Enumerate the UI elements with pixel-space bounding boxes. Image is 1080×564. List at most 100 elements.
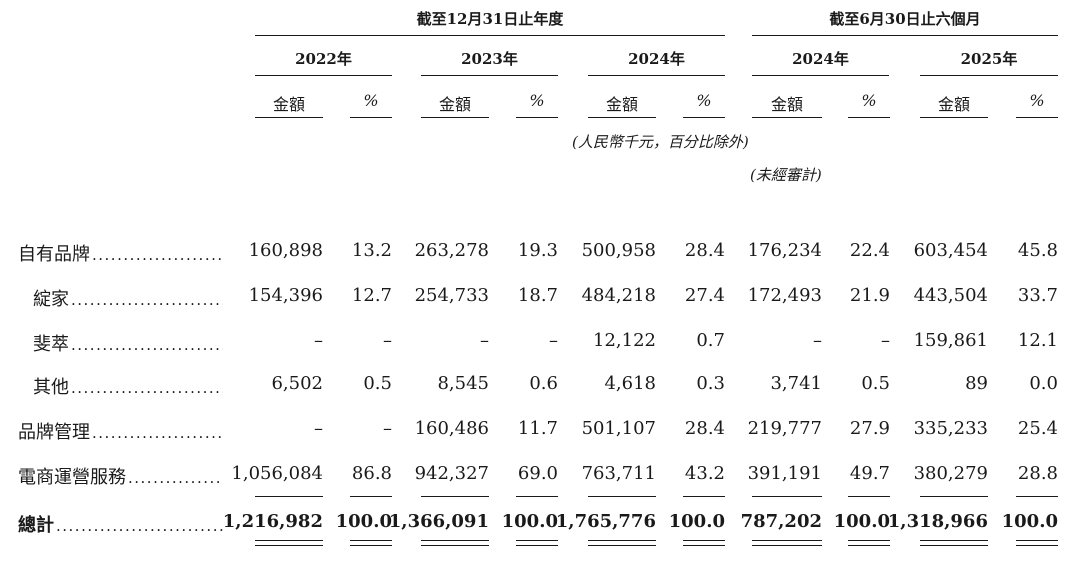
percent-cell: 12.1 — [1017, 330, 1058, 351]
percent-cell: 12.7 — [351, 285, 392, 306]
row-label-text: 自有品牌 — [18, 244, 90, 265]
percent-cell: 69.0 — [517, 463, 558, 484]
percent-cell: – — [383, 330, 392, 351]
group-rule-six-months — [752, 35, 1058, 36]
total-rule — [421, 540, 489, 541]
row-label-text: 其他 — [33, 377, 69, 398]
amount-cell: 391,191 — [747, 463, 822, 484]
row-label-text: 綻家 — [33, 289, 69, 310]
total-rule — [683, 540, 725, 541]
amount-cell: – — [480, 330, 489, 351]
unit-note: (人民幣千元，百分比除外) — [572, 133, 749, 151]
percent-cell: 27.9 — [849, 418, 890, 439]
amount-cell: 160,486 — [414, 418, 489, 439]
percent-cell: 11.7 — [517, 418, 558, 439]
row-label: 總計......................................… — [18, 511, 223, 537]
col-rule — [1016, 117, 1058, 118]
total-rule — [350, 540, 392, 541]
row-label: 品牌管理....................................… — [18, 418, 223, 444]
amount-cell: 172,493 — [747, 285, 822, 306]
col-rule — [683, 117, 725, 118]
col-header-amount: 金額 — [770, 95, 803, 114]
percent-cell: 0.5 — [363, 373, 392, 394]
amount-cell: 160,898 — [248, 240, 323, 261]
percent-cell: 45.8 — [1017, 240, 1058, 261]
amount-cell: 1,056,084 — [231, 463, 323, 484]
year-header-2025-h1: 2025年 — [960, 50, 1018, 68]
leader-dots: ........................................… — [92, 424, 223, 442]
percent-cell: 21.9 — [849, 285, 890, 306]
col-header-pct: % — [1029, 91, 1045, 110]
percent-cell: 43.2 — [684, 463, 725, 484]
row-label: 自有品牌....................................… — [18, 240, 223, 266]
percent-cell: 28.4 — [684, 418, 725, 439]
col-rule — [752, 117, 822, 118]
year-rule-2024-h1 — [752, 75, 889, 76]
amount-cell: 254,733 — [414, 285, 489, 306]
row-label-text: 電商運營服務 — [18, 467, 126, 488]
leader-dots: ........................................… — [128, 469, 223, 487]
amount-cell: – — [314, 330, 323, 351]
year-rule-2023 — [421, 75, 558, 76]
amount-cell: 500,958 — [581, 240, 656, 261]
amount-cell: 89 — [965, 373, 988, 394]
total-rule — [588, 496, 656, 497]
col-header-pct: % — [696, 91, 712, 110]
percent-cell: 33.7 — [1017, 285, 1058, 306]
row-label: 其他......................................… — [33, 373, 223, 399]
leader-dots: ........................................… — [56, 517, 223, 535]
percent-cell: 49.7 — [849, 463, 890, 484]
amount-cell: 176,234 — [747, 240, 822, 261]
amount-cell: 763,711 — [581, 463, 656, 484]
year-header-2024-h1: 2024年 — [792, 50, 849, 68]
group-rule-fiscal-year — [255, 35, 725, 36]
total-rule — [920, 545, 988, 546]
total-rule — [255, 540, 323, 541]
col-rule — [848, 117, 890, 118]
total-rule — [1016, 540, 1058, 541]
percent-cell: 27.4 — [684, 285, 725, 306]
leader-dots: ........................................… — [71, 336, 223, 354]
row-label: 綻家......................................… — [33, 285, 223, 311]
col-header-amount: 金額 — [937, 95, 970, 114]
total-rule — [588, 545, 656, 546]
year-header-2023: 2023年 — [461, 50, 518, 68]
total-rule — [516, 496, 558, 497]
percent-cell: 28.8 — [1017, 463, 1058, 484]
percent-cell: 0.0 — [1029, 373, 1058, 394]
total-rule — [752, 545, 822, 546]
percent-cell: 100.0 — [668, 511, 725, 532]
amount-cell: – — [314, 418, 323, 439]
total-rule — [255, 496, 323, 497]
amount-cell: 1,366,091 — [388, 511, 489, 532]
amount-cell: 4,618 — [604, 373, 656, 394]
leader-dots: ........................................… — [71, 291, 223, 309]
col-header-pct: % — [529, 91, 545, 110]
total-rule — [920, 496, 988, 497]
amount-cell: 942,327 — [414, 463, 489, 484]
total-rule — [421, 545, 489, 546]
leader-dots: ........................................… — [92, 246, 223, 264]
amount-cell: 380,279 — [913, 463, 988, 484]
col-header-amount: 金額 — [438, 95, 471, 114]
amount-cell: 6,502 — [271, 373, 323, 394]
amount-cell: 335,233 — [913, 418, 988, 439]
row-label-text: 品牌管理 — [18, 422, 90, 443]
amount-cell: 3,741 — [770, 373, 822, 394]
percent-cell: 100.0 — [501, 511, 558, 532]
percent-cell: 28.4 — [684, 240, 725, 261]
total-rule — [920, 540, 988, 541]
percent-cell: 100.0 — [833, 511, 890, 532]
col-header-pct: % — [363, 91, 379, 110]
percent-cell: 100.0 — [1001, 511, 1058, 532]
total-rule — [683, 545, 725, 546]
percent-cell: 100.0 — [335, 511, 392, 532]
col-rule — [516, 117, 558, 118]
col-rule — [588, 117, 656, 118]
percent-cell: 86.8 — [351, 463, 392, 484]
year-rule-2025-h1 — [920, 75, 1058, 76]
total-rule — [421, 496, 489, 497]
amount-cell: 1,765,776 — [555, 511, 656, 532]
row-label-text: 斐萃 — [33, 334, 69, 355]
